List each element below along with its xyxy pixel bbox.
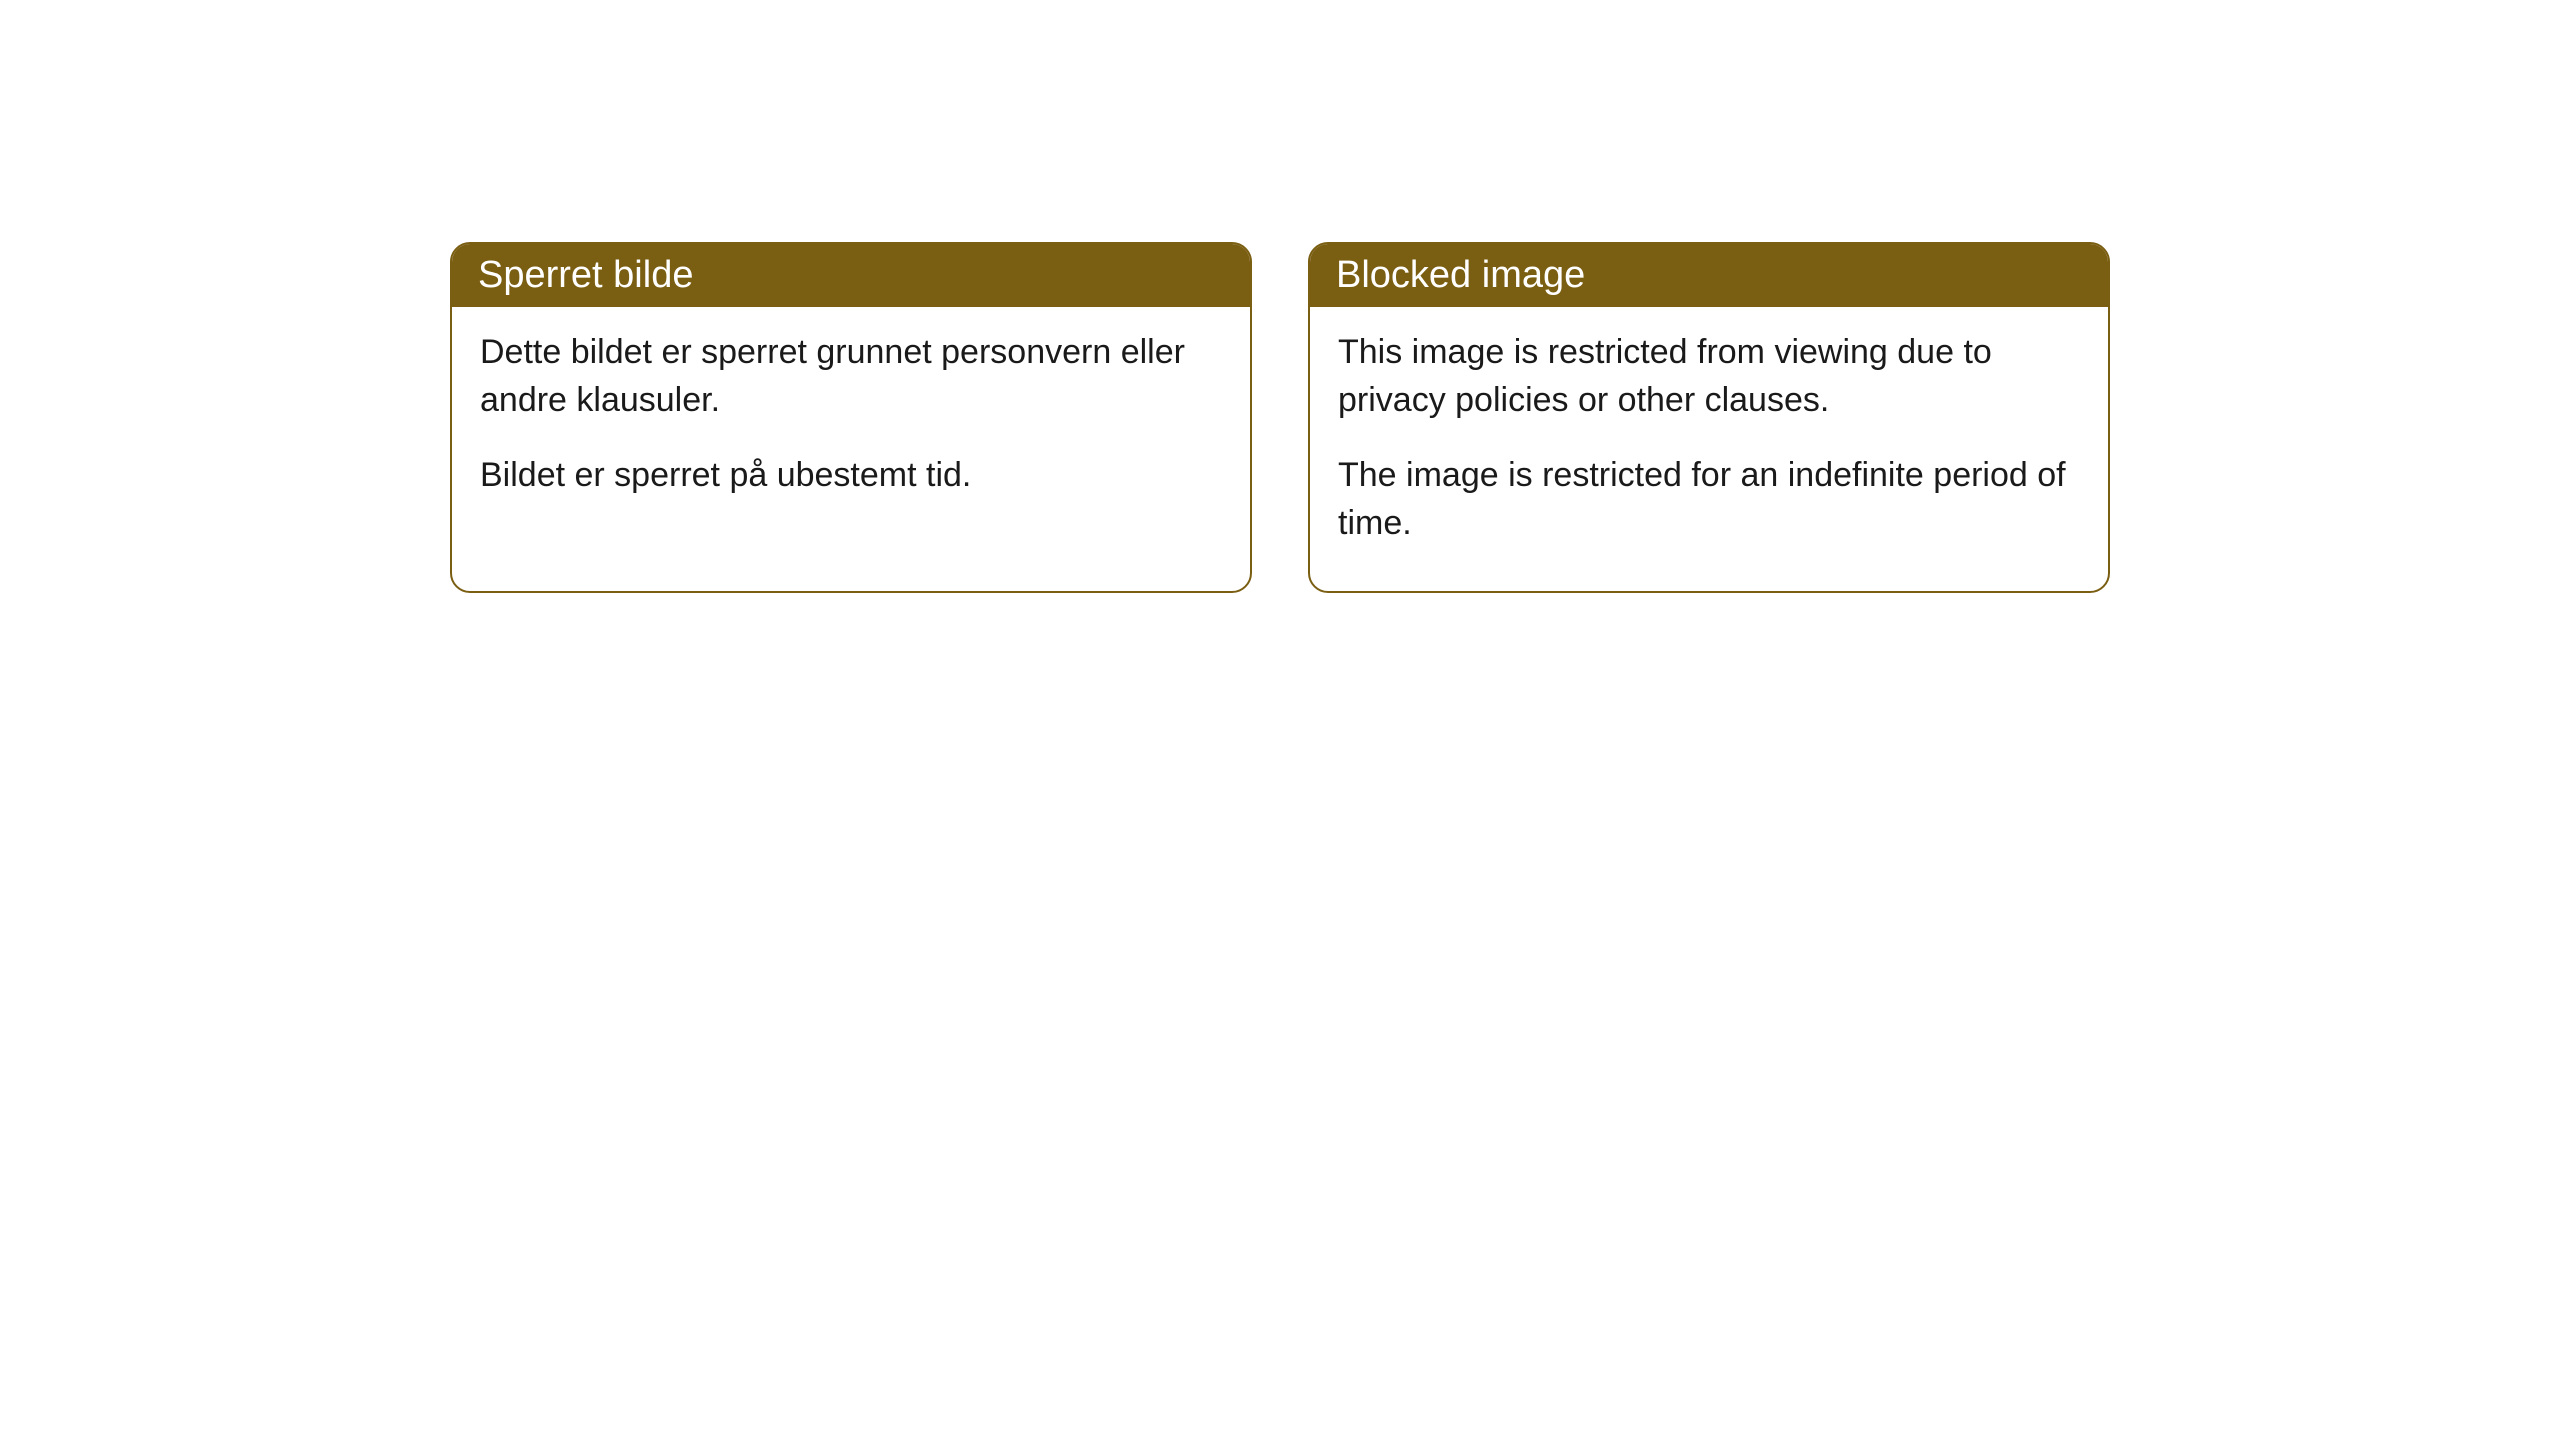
- card-header-norwegian: Sperret bilde: [452, 244, 1250, 307]
- card-paragraph-1: Dette bildet er sperret grunnet personve…: [480, 329, 1222, 424]
- card-paragraph-1: This image is restricted from viewing du…: [1338, 329, 2080, 424]
- card-english: Blocked image This image is restricted f…: [1308, 242, 2110, 593]
- card-body-norwegian: Dette bildet er sperret grunnet personve…: [452, 307, 1250, 544]
- card-paragraph-2: The image is restricted for an indefinit…: [1338, 452, 2080, 547]
- card-title: Blocked image: [1336, 254, 1585, 296]
- card-body-english: This image is restricted from viewing du…: [1310, 307, 2108, 591]
- card-header-english: Blocked image: [1310, 244, 2108, 307]
- card-norwegian: Sperret bilde Dette bildet er sperret gr…: [450, 242, 1252, 593]
- card-title: Sperret bilde: [478, 254, 693, 296]
- cards-container: Sperret bilde Dette bildet er sperret gr…: [450, 242, 2110, 593]
- card-paragraph-2: Bildet er sperret på ubestemt tid.: [480, 452, 1222, 500]
